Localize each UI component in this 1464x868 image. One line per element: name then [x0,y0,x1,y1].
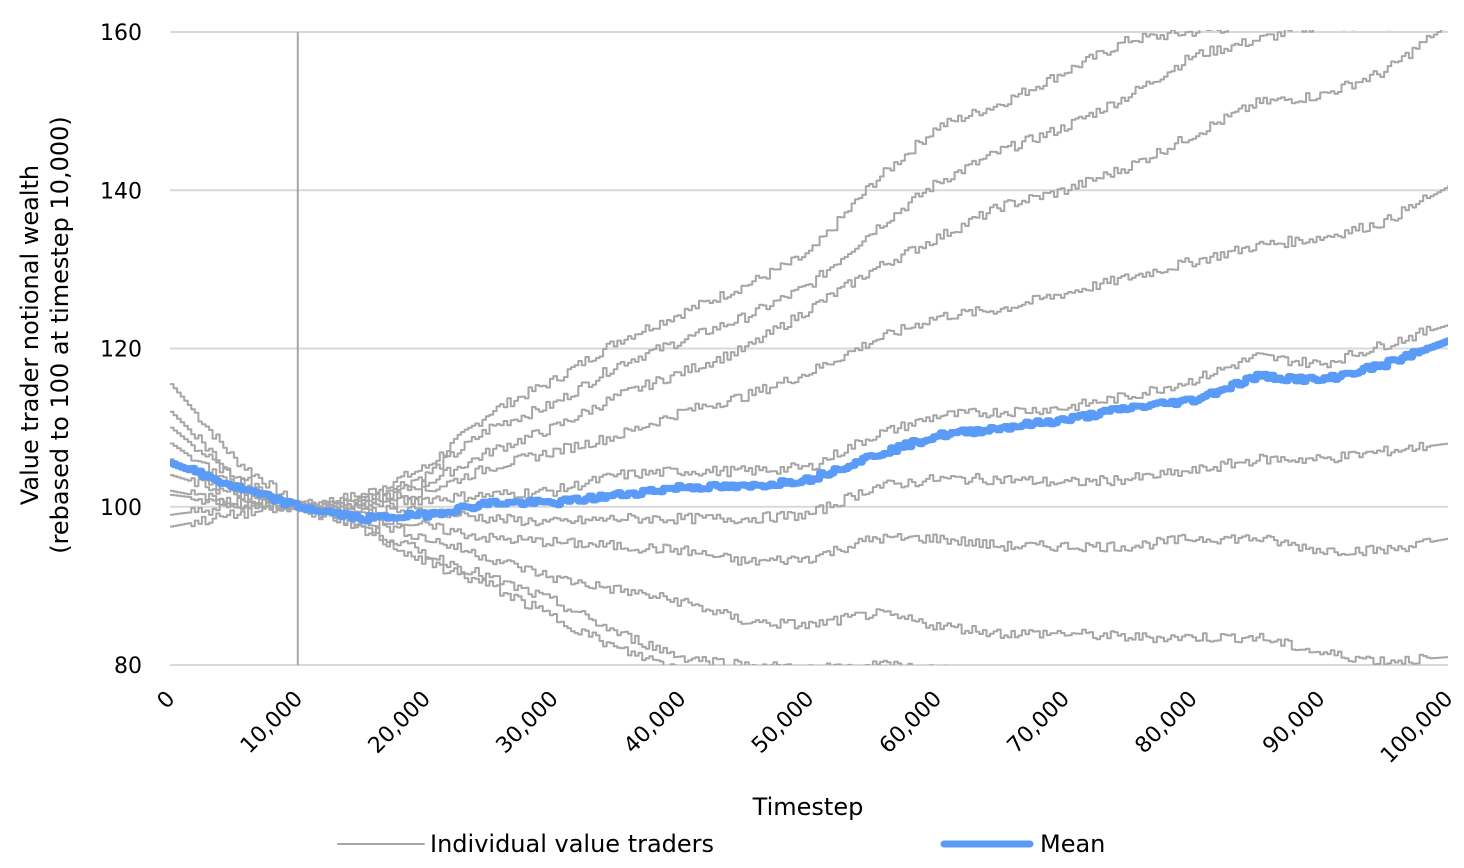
series-line-individual-trader [170,30,1416,510]
legend: Individual value traders Mean [337,830,1105,858]
x-tick-label: 80,000 [1131,687,1203,759]
series-line-mean [170,337,1448,525]
y-tick-label: 160 [100,21,142,46]
x-tick-label: 70,000 [1003,687,1075,759]
y-tick-label: 80 [114,654,142,679]
series-line-individual-trader [170,30,1446,511]
y-axis-title-line1: Value trader notional wealth [16,165,44,505]
x-tick-label: 10,000 [236,687,308,759]
series-line-individual-trader [170,30,1315,508]
series-line-individual-trader [170,489,949,665]
y-axis-title: Value trader notional wealth (rebased to… [16,116,74,554]
x-axis-title: Timestep [752,793,864,821]
y-axis-title-line2: (rebased to 100 at timestep 10,000) [46,116,74,554]
series-lines [170,30,1448,665]
y-axis-ticks: 80 100 120 140 160 [100,21,142,679]
x-tick-label: 40,000 [619,687,691,759]
series-line-individual-trader [170,458,679,665]
x-axis-ticks: 0 10,000 20,000 30,000 40,000 50,000 60,000 70,… [153,687,1459,769]
legend-label-mean: Mean [1040,830,1105,858]
x-tick-label: 60,000 [875,687,947,759]
y-tick-label: 120 [100,338,142,363]
x-tick-label: 100,000 [1376,687,1458,769]
x-tick-label: 20,000 [364,687,436,759]
x-tick-label: 50,000 [747,687,819,759]
y-tick-label: 140 [100,179,142,204]
series-line-individual-trader [170,500,1448,665]
gridlines [170,31,1448,666]
series-line-individual-trader [170,323,1448,513]
x-tick-label: 0 [153,687,181,715]
legend-label-individual: Individual value traders [430,830,714,858]
series-line-individual-trader [170,185,1448,511]
x-tick-label: 90,000 [1258,687,1330,759]
x-tick-label: 30,000 [492,687,564,759]
y-tick-label: 100 [100,496,142,521]
